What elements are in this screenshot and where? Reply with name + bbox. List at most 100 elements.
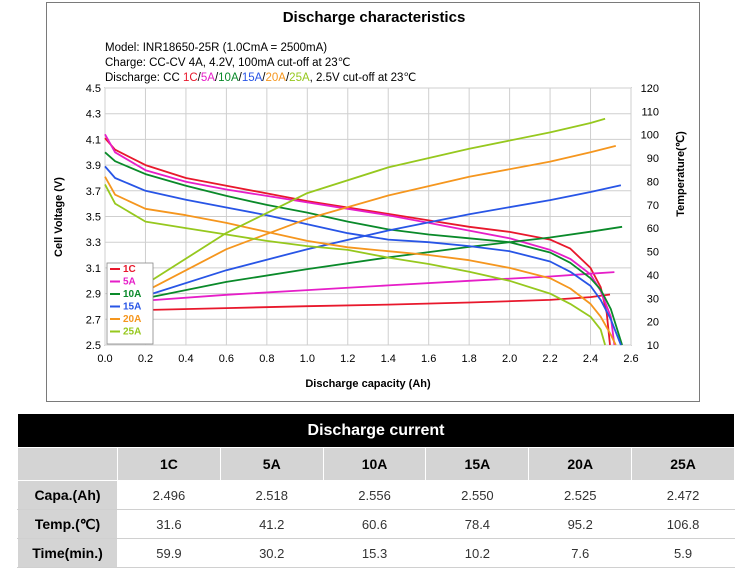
table-cell: 41.2 [219,509,324,539]
voltage-line-15a [104,165,622,346]
temperature-line-15a [145,184,622,297]
header-corner [17,447,118,481]
voltage-line-1c [104,137,611,346]
column-header: 20A [528,447,633,481]
discharge-series-1c: 1C [183,72,198,84]
legend-entry: 5A [123,277,136,288]
x-tick-label: 0.4 [178,353,193,365]
table-cell: 78.4 [425,509,530,539]
y-tick-label: 3.3 [86,237,101,249]
y2-tick-label: 50 [647,247,659,259]
table-cell: 2.556 [322,480,427,510]
y-tick-label: 3.5 [86,212,101,224]
table-header-row: 1C 5A 10A 15A 20A 25A [17,447,735,481]
y2-axis-label: Temperature(℃) [675,131,687,217]
y-tick-label: 4.3 [86,109,101,121]
discharge-suffix: , 2.5V cut-off at 23℃ [310,72,417,84]
legend-entry: 1C [123,264,136,275]
y-tick-label: 2.5 [86,340,101,352]
x-tick-label: 2.4 [583,353,598,365]
y2-tick-label: 120 [641,83,659,95]
y-tick-label: 3.1 [86,263,101,275]
chart-title: Discharge characteristics [283,9,466,26]
x-tick-label: 2.0 [502,353,517,365]
voltage-line-25a [104,183,606,346]
table-cell: 2.550 [425,480,530,510]
y-axis-label: Cell Voltage (V) [53,177,65,257]
table-cell: 2.518 [219,480,324,510]
legend-entry: 10A [123,289,141,300]
y2-tick-label: 30 [647,293,659,305]
x-axis-label: Discharge capacity (Ah) [305,378,431,390]
voltage-line-20a [104,176,617,346]
y-tick-label: 4.1 [86,134,101,146]
row-label: Time(min.) [17,538,118,568]
table-cell: 10.2 [425,538,530,568]
x-tick-label: 1.6 [421,353,436,365]
column-header: 5A [219,447,324,481]
table-cell: 59.9 [117,538,221,568]
x-tick-label: 0.2 [138,353,153,365]
discharge-prefix: Discharge: CC [105,72,183,84]
temperature-line-25a [145,117,606,286]
table-cell: 30.2 [219,538,324,568]
x-tick-label: 0.0 [97,353,112,365]
table-title: Discharge current [17,413,735,448]
table-row: Capa.(Ah) 2.496 2.518 2.556 2.550 2.525 … [17,480,735,510]
column-header: 15A [425,447,530,481]
discharge-series-20a: 20A [266,72,287,84]
table-cell: 2.472 [631,480,735,510]
chart-frame: Discharge characteristics Model: INR1865… [46,2,700,402]
discharge-series-15a: 15A [242,72,263,84]
discharge-table: Discharge current 1C 5A 10A 15A 20A 25A … [17,413,735,568]
row-label: Capa.(Ah) [17,480,118,510]
discharge-separator: / [198,72,202,84]
y2-tick-label: 90 [647,153,659,165]
table-cell: 2.525 [528,480,633,510]
y2-tick-label: 60 [647,223,659,235]
y-tick-label: 3.7 [86,186,101,198]
x-tick-label: 1.0 [300,353,315,365]
discharge-chart: Discharge characteristics Model: INR1865… [53,9,687,390]
y-tick-label: 4.5 [86,83,101,95]
temperature-line-20a [145,145,617,293]
discharge-separator: / [239,72,243,84]
y2-tick-label: 20 [647,317,659,329]
y-tick-label: 2.7 [86,314,101,326]
info-discharge: Discharge: CC 1C/5A/10A/15A/20A/25A, 2.5… [105,72,416,84]
discharge-series-5a: 5A [201,72,215,84]
column-header: 10A [322,447,427,481]
table-cell: 31.6 [117,509,221,539]
y2-tick-label: 110 [641,106,659,118]
x-tick-label: 0.6 [219,353,234,365]
y2-tick-label: 80 [647,176,659,188]
discharge-separator: / [215,72,219,84]
y2-tick-label: 40 [647,270,659,282]
info-charge: Charge: CC-CV 4A, 4.2V, 100mA cut-off at… [105,57,351,69]
column-header: 25A [631,447,735,481]
y2-tick-label: 70 [647,200,659,212]
table-row: Temp.(℃) 31.6 41.2 60.6 78.4 95.2 106.8 [17,509,735,539]
voltage-line-5a [104,133,616,346]
legend-entry: 25A [123,327,141,338]
row-label: Temp.(℃) [17,509,118,539]
discharge-series-25a: 25A [289,72,310,84]
legend-entry: 15A [123,302,141,313]
x-tick-label: 1.8 [462,353,477,365]
discharge-separator: / [286,72,290,84]
temperature-line-10a [145,225,623,300]
table-cell: 7.6 [528,538,633,568]
temperature-line-1c [145,293,611,311]
x-tick-label: 1.2 [340,353,355,365]
table-cell: 95.2 [528,509,633,539]
y-tick-label: 2.9 [86,289,101,301]
table-cell: 15.3 [322,538,427,568]
y2-tick-label: 100 [641,130,659,142]
x-tick-label: 2.2 [542,353,557,365]
legend-entry: 20A [123,314,141,325]
discharge-series-10a: 10A [218,72,239,84]
y2-tick-label: 10 [647,340,659,352]
discharge-table-wrap: Discharge current 1C 5A 10A 15A 20A 25A … [17,413,735,568]
plot-layer [104,117,623,346]
